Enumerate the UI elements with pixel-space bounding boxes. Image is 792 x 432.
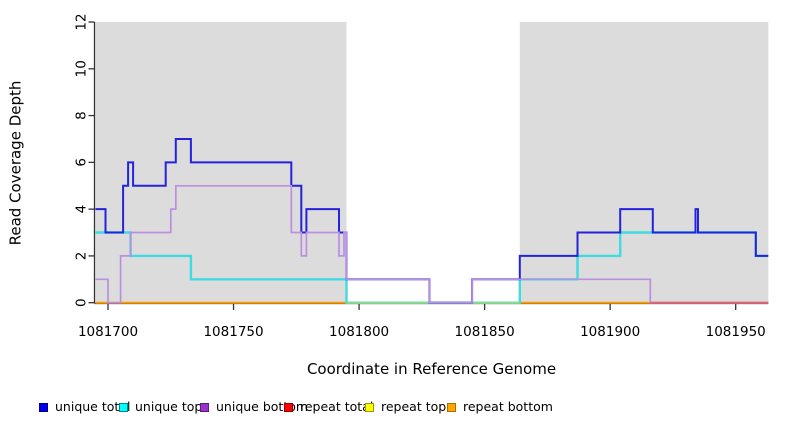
legend-swatch-icon bbox=[200, 402, 209, 412]
legend-swatch-icon bbox=[119, 402, 128, 412]
legend-item-repeat-top: repeat top bbox=[365, 399, 446, 415]
x-tick-label: 1081800 bbox=[329, 324, 389, 340]
series-unique-total-line bbox=[95, 138, 769, 304]
x-tick-label: 1081750 bbox=[203, 324, 263, 340]
legend-label: repeat top bbox=[381, 399, 447, 414]
y-tick-label: 8 bbox=[74, 111, 90, 120]
legend-item-repeat-bottom: repeat bottom bbox=[447, 399, 553, 415]
y-tick-label: 0 bbox=[74, 298, 90, 307]
y-tick-label: 2 bbox=[74, 252, 90, 261]
legend-label: repeat total bbox=[300, 399, 374, 414]
legend-item-repeat-total: repeat total bbox=[284, 399, 373, 415]
y-tick-label: 6 bbox=[74, 158, 90, 167]
legend-swatch-icon bbox=[365, 402, 374, 412]
x-tick-label: 1081900 bbox=[580, 324, 640, 340]
shaded-region-repeat-masked-right bbox=[519, 22, 769, 303]
y-tick-label: 10 bbox=[74, 60, 90, 77]
legend-swatch-icon bbox=[447, 402, 456, 412]
y-axis-label-text: Read Coverage Depth bbox=[6, 80, 24, 245]
x-tick-label: 1081950 bbox=[706, 324, 766, 340]
legend-item-unique-top: unique top bbox=[119, 399, 202, 415]
legend-label: repeat bottom bbox=[463, 399, 553, 414]
x-tick-label: 1081850 bbox=[455, 324, 515, 340]
legend-swatch-icon bbox=[284, 402, 293, 412]
x-axis-label: Coordinate in Reference Genome bbox=[306, 360, 557, 378]
legend-label: unique total bbox=[55, 399, 131, 414]
legend-item-unique-total: unique total bbox=[39, 399, 130, 415]
y-tick-label: 4 bbox=[74, 205, 90, 214]
y-axis-label: Read Coverage Depth bbox=[2, 22, 28, 303]
series-unique-bottom-line bbox=[95, 184, 769, 304]
x-tick-label: 1081700 bbox=[78, 324, 138, 340]
legend-label: unique top bbox=[135, 399, 203, 414]
legend-swatch-icon bbox=[39, 402, 48, 412]
legend: unique total unique top unique bottom repea… bbox=[0, 399, 792, 419]
y-tick-label: 12 bbox=[74, 13, 90, 30]
